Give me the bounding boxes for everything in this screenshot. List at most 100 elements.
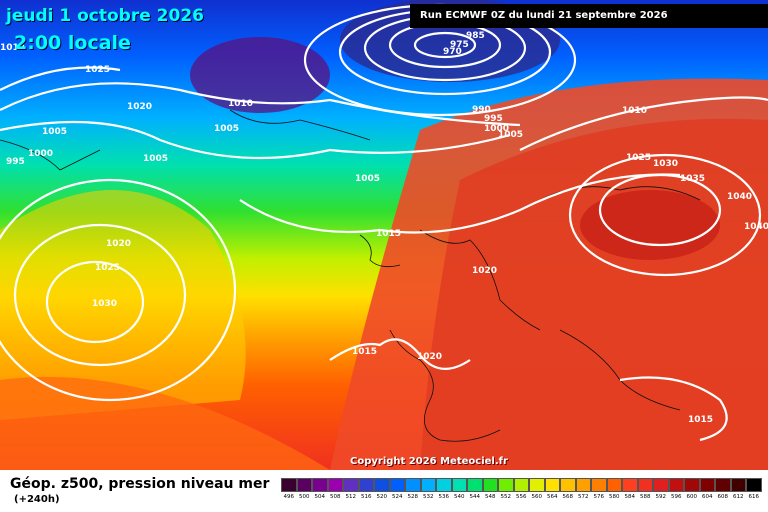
ridge-west bbox=[0, 190, 246, 420]
legend-color-box bbox=[575, 478, 591, 492]
legend-swatch: 584 bbox=[622, 478, 638, 506]
cold-pool bbox=[190, 37, 330, 113]
legend-color-box bbox=[544, 478, 560, 492]
isobar-label: 1015 bbox=[688, 415, 713, 425]
legend-swatch: 524 bbox=[389, 478, 405, 506]
isobar-label: 1030 bbox=[92, 299, 117, 309]
isobar-label: 1020 bbox=[127, 102, 152, 112]
isobar-label: 1005 bbox=[214, 124, 239, 134]
legend-color-box bbox=[467, 478, 483, 492]
legend-color-box bbox=[746, 478, 762, 492]
legend-swatch: 572 bbox=[575, 478, 591, 506]
isobar-label: 1030 bbox=[653, 159, 678, 169]
legend-value-label: 564 bbox=[547, 494, 558, 500]
isobar-label: 1012 bbox=[0, 43, 25, 53]
isobar-label: 1015 bbox=[376, 229, 401, 239]
legend-swatch: 592 bbox=[653, 478, 669, 506]
legend-color-box bbox=[606, 478, 622, 492]
legend-swatch: 576 bbox=[591, 478, 607, 506]
legend-value-label: 616 bbox=[748, 494, 760, 500]
isobar-label: 990 bbox=[472, 105, 491, 115]
legend-swatch: 612 bbox=[730, 478, 746, 506]
low-center-label: 970 bbox=[443, 47, 462, 57]
legend-color-box bbox=[327, 478, 343, 492]
legend-value-label: 524 bbox=[392, 494, 403, 500]
legend-value-label: 604 bbox=[702, 494, 713, 500]
legend-swatch: 600 bbox=[684, 478, 700, 506]
legend-value-label: 588 bbox=[640, 494, 651, 500]
isobar-label: 1035 bbox=[680, 174, 705, 184]
legend-swatch: 540 bbox=[451, 478, 467, 506]
legend-swatch: 512 bbox=[343, 478, 359, 506]
legend-color-box bbox=[513, 478, 529, 492]
legend-color-box bbox=[653, 478, 669, 492]
color-scale-legend: 496 500 504 508 512 516 520 524 528 532 536 540 544 5… bbox=[281, 478, 762, 506]
forecast-date-title: jeudi 1 octobre 2026 bbox=[6, 6, 204, 26]
legend-color-box bbox=[436, 478, 452, 492]
legend-value-label: 496 bbox=[283, 494, 295, 500]
legend-value-label: 532 bbox=[423, 494, 434, 500]
map-canvas: 1012 1025 1020 1005 1010 1005 1000 995 1… bbox=[0, 0, 768, 470]
legend-color-box bbox=[358, 478, 374, 492]
legend-swatch: 556 bbox=[513, 478, 529, 506]
isobar-label: 1025 bbox=[95, 263, 120, 273]
isobar-label: 1000 bbox=[484, 124, 509, 134]
legend-value-label: 504 bbox=[314, 494, 326, 500]
legend-swatch: 564 bbox=[544, 478, 560, 506]
legend-swatch: 560 bbox=[529, 478, 545, 506]
legend-value-label: 584 bbox=[624, 494, 636, 500]
legend-value-label: 540 bbox=[454, 494, 465, 500]
legend-value-label: 596 bbox=[671, 494, 682, 500]
legend-value-label: 552 bbox=[500, 494, 512, 500]
legend-value-label: 568 bbox=[562, 494, 574, 500]
chart-footer: Géop. z500, pression niveau mer (+240h) … bbox=[0, 470, 768, 512]
isobar-label: 1020 bbox=[472, 266, 497, 276]
isobar-label: 1010 bbox=[622, 106, 647, 116]
legend-color-box bbox=[374, 478, 390, 492]
legend-swatch: 544 bbox=[467, 478, 483, 506]
legend-swatch: 552 bbox=[498, 478, 514, 506]
legend-swatch: 528 bbox=[405, 478, 421, 506]
south-west-warm bbox=[0, 376, 330, 470]
legend-value-label: 528 bbox=[407, 494, 419, 500]
legend-swatch: 588 bbox=[637, 478, 653, 506]
isobar-label: 1040 bbox=[744, 222, 768, 232]
model-run-label: Run ECMWF 0Z du lundi 21 septembre 2026 bbox=[410, 4, 768, 28]
legend-swatch: 516 bbox=[358, 478, 374, 506]
isobar-label: 975 bbox=[450, 40, 469, 50]
legend-value-label: 612 bbox=[733, 494, 744, 500]
legend-value-label: 556 bbox=[516, 494, 527, 500]
legend-color-box bbox=[312, 478, 328, 492]
product-title: Géop. z500, pression niveau mer bbox=[10, 476, 270, 492]
isobar-label: 995 bbox=[484, 114, 503, 124]
isobar-label: 1020 bbox=[417, 352, 442, 362]
isobar-label: 985 bbox=[466, 31, 485, 41]
legend-color-box bbox=[420, 478, 436, 492]
legend-value-label: 600 bbox=[686, 494, 698, 500]
high-center-label: 1040 bbox=[727, 192, 752, 202]
legend-value-label: 608 bbox=[717, 494, 729, 500]
legend-color-box bbox=[560, 478, 576, 492]
legend-color-box bbox=[281, 478, 297, 492]
legend-color-box bbox=[296, 478, 312, 492]
legend-value-label: 576 bbox=[593, 494, 605, 500]
legend-value-label: 548 bbox=[485, 494, 496, 500]
legend-color-box bbox=[482, 478, 498, 492]
isobar-label: 1010 bbox=[228, 99, 253, 109]
legend-swatch: 500 bbox=[296, 478, 312, 506]
isobar-labels: 1012 1025 1020 1005 1010 1005 1000 995 1… bbox=[0, 31, 768, 425]
legend-swatch: 580 bbox=[606, 478, 622, 506]
legend-color-box bbox=[389, 478, 405, 492]
legend-swatch: 548 bbox=[482, 478, 498, 506]
legend-color-box bbox=[668, 478, 684, 492]
legend-value-label: 520 bbox=[376, 494, 388, 500]
legend-color-box bbox=[715, 478, 731, 492]
legend-color-box bbox=[730, 478, 746, 492]
legend-swatch: 596 bbox=[668, 478, 684, 506]
legend-value-label: 580 bbox=[609, 494, 620, 500]
isobar-label: 995 bbox=[6, 157, 25, 167]
legend-value-label: 560 bbox=[531, 494, 543, 500]
legend-color-box bbox=[405, 478, 421, 492]
legend-swatch: 504 bbox=[312, 478, 328, 506]
legend-value-label: 572 bbox=[578, 494, 589, 500]
